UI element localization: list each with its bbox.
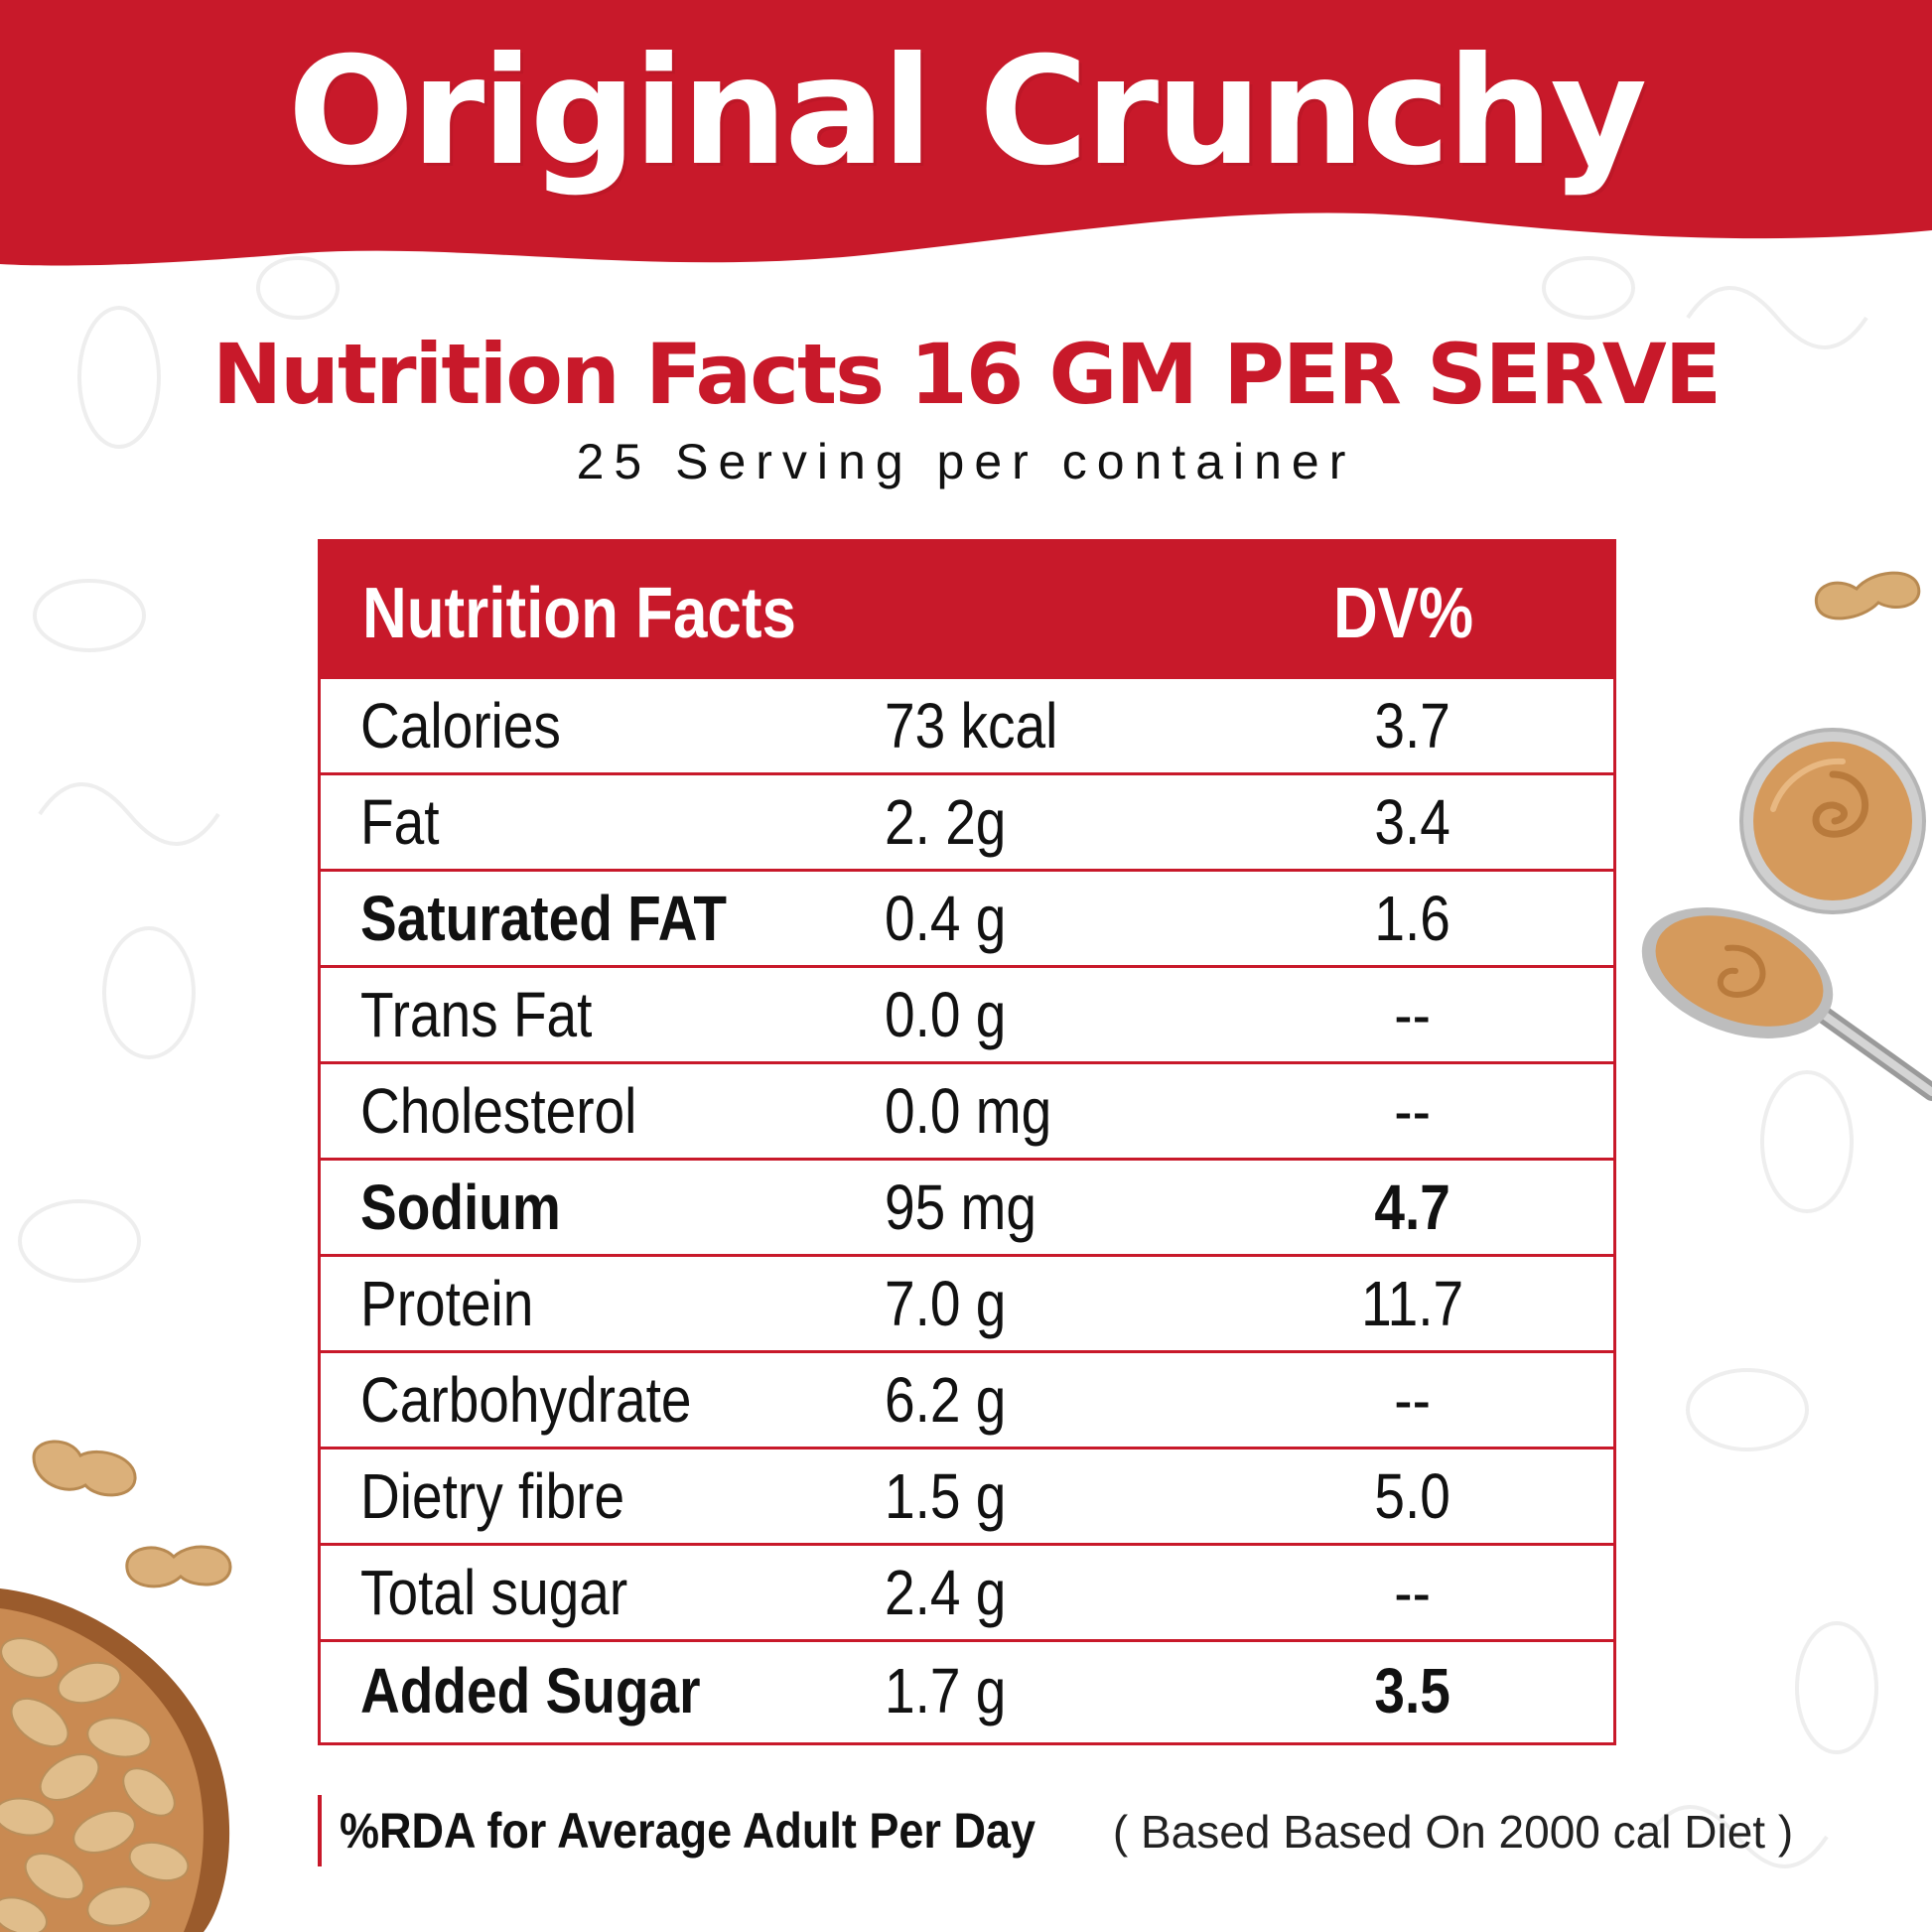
peanut-icon	[32, 1440, 137, 1497]
peanut-butter-spoon-icon	[1641, 907, 1932, 1101]
column-header-dv: DV%	[1333, 574, 1474, 653]
table-row: Sodium 95 mg 4.7	[321, 1161, 1613, 1257]
nutrient-amount: 73 kcal	[885, 690, 1058, 761]
table-row: Carbohydrate 6.2 g --	[321, 1353, 1613, 1449]
column-header-nutrition-facts: Nutrition Facts	[362, 574, 796, 653]
nutrient-dv: --	[1394, 979, 1431, 1050]
nutrient-amount: 7.0 g	[885, 1268, 1007, 1339]
nutrient-dv: 5.0	[1374, 1460, 1450, 1532]
nutrient-dv: --	[1394, 1557, 1431, 1628]
table-header: Nutrition Facts DV%	[321, 542, 1613, 679]
nutrient-name: Carbohydrate	[360, 1364, 692, 1436]
table-row: Dietry fibre 1.5 g 5.0	[321, 1449, 1613, 1546]
page-title: Original Crunchy	[287, 26, 1647, 199]
table-row: Added Sugar 1.7 g 3.5	[321, 1642, 1613, 1738]
nutrient-amount: 6.2 g	[885, 1364, 1007, 1436]
nutrient-amount: 0.4 g	[885, 883, 1007, 954]
peanut-icon	[125, 1545, 232, 1588]
table-row: Trans Fat 0.0 g --	[321, 968, 1613, 1064]
nutrient-dv: 3.7	[1374, 690, 1450, 761]
nutrient-dv: 1.6	[1374, 883, 1450, 954]
table-row: Cholesterol 0.0 mg --	[321, 1064, 1613, 1161]
table-row: Fat 2. 2g 3.4	[321, 775, 1613, 872]
nutrient-name: Dietry fibre	[360, 1460, 625, 1532]
nutrient-name: Cholesterol	[360, 1075, 637, 1147]
nutrient-amount: 0.0 g	[885, 979, 1007, 1050]
table-row: Saturated FAT 0.4 g 1.6	[321, 872, 1613, 968]
nutrient-name: Trans Fat	[360, 979, 593, 1050]
footnote: %RDA for Average Adult Per Day ( Based B…	[318, 1795, 1793, 1866]
nutrient-amount: 2. 2g	[885, 786, 1007, 858]
peanut-icon	[1814, 571, 1921, 621]
nutrient-name: Saturated FAT	[360, 883, 728, 954]
nutrient-amount: 95 mg	[885, 1172, 1036, 1243]
nutrition-table: Nutrition Facts DV% Calories 73 kcal 3.7 Fa…	[318, 539, 1616, 1745]
nutrient-name: Added Sugar	[360, 1654, 701, 1726]
header-banner	[0, 0, 1932, 266]
table-row: Protein 7.0 g 11.7	[321, 1257, 1613, 1353]
nutrient-amount: 2.4 g	[885, 1557, 1007, 1628]
nutrient-dv: --	[1394, 1364, 1431, 1436]
nutrient-dv: --	[1394, 1075, 1431, 1147]
peanut-bowl-icon	[0, 1588, 230, 1932]
nutrient-name: Fat	[360, 786, 440, 858]
table-row: Calories 73 kcal 3.7	[321, 679, 1613, 775]
nutrient-dv: 3.4	[1374, 786, 1450, 858]
nutrient-name: Total sugar	[360, 1557, 628, 1628]
nutrient-amount: 1.5 g	[885, 1460, 1007, 1532]
peanut-butter-bowl-icon	[1739, 728, 1926, 914]
nutrient-name: Protein	[360, 1268, 534, 1339]
nutrition-subtitle: Nutrition Facts 16 GM PER SERVE	[211, 326, 1722, 423]
footnote-bold: %RDA for Average Adult Per Day	[340, 1803, 1036, 1859]
nutrient-dv: 11.7	[1361, 1268, 1464, 1339]
nutrient-amount: 1.7 g	[885, 1654, 1007, 1726]
footnote-detail: ( Based Based On 2000 cal Diet )	[1112, 1806, 1794, 1858]
nutrient-name: Calories	[360, 690, 561, 761]
servings-per-container: 25 Serving per container	[576, 434, 1356, 489]
nutrient-amount: 0.0 mg	[885, 1075, 1052, 1147]
table-row: Total sugar 2.4 g --	[321, 1546, 1613, 1642]
nutrient-dv: 4.7	[1374, 1172, 1450, 1243]
nutrient-dv: 3.5	[1374, 1654, 1450, 1726]
nutrient-name: Sodium	[360, 1172, 561, 1243]
